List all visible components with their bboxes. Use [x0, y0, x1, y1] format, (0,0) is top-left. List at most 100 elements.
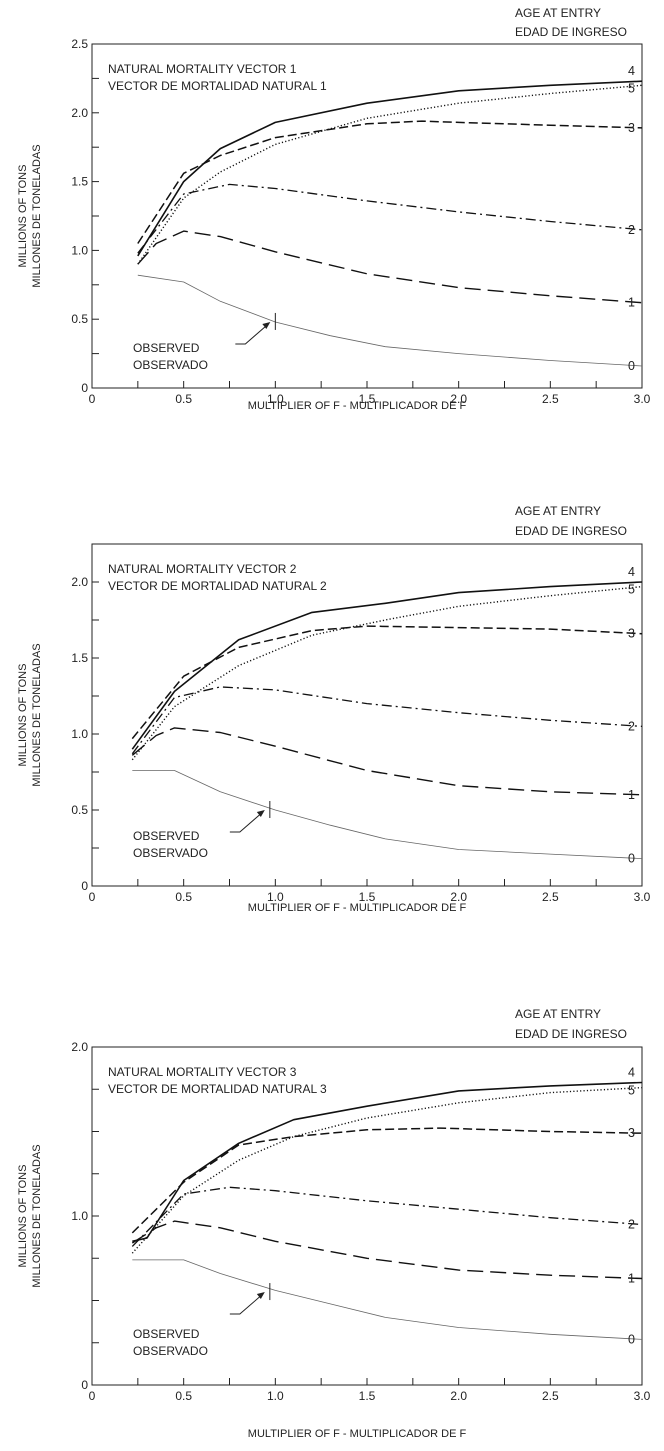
y-axis-title-es: MILLONES DE TONELADAS	[31, 144, 43, 287]
y-axis-title-en: MILLIONS OF TONS	[17, 664, 29, 767]
chart-panel-1: 0 0.5 1.0 1.5 2.0 2.5 0 0.5 1.0 1.5 2.0 2.5 3.0 4 5 3 2 1…	[17, 6, 651, 412]
chart-panel-2: 0 0.5 1.0 1.5 2.0 0 0.5 1.0 1.5 2.0 2.5 3.0 4 5 3 2 1 0 OB…	[17, 504, 651, 914]
observed-arrowhead	[262, 321, 271, 329]
x-tick-label: 1.0	[267, 890, 284, 904]
series-label-age-0: 0	[628, 852, 635, 866]
age-header-es: EDAD DE INGRESO	[515, 524, 627, 538]
series-line-age-0	[137, 274, 643, 367]
y-axis-title: MILLIONS OF TONS MILLONES DE TONELADAS	[17, 144, 43, 287]
series-label-age-4: 4	[628, 565, 635, 579]
x-tick-label: 0	[89, 392, 96, 406]
vector-title-es: VECTOR DE MORTALIDAD NATURAL 3	[108, 1082, 327, 1096]
observed-label-en: OBSERVED	[133, 341, 200, 355]
observed-label-es: OBSERVADO	[133, 358, 208, 372]
x-tick-label: 0	[89, 1389, 96, 1403]
observed-label-es: OBSERVADO	[133, 1344, 208, 1358]
x-tick-label: 0	[89, 890, 96, 904]
x-tick-label: 2.0	[450, 890, 467, 904]
y-axis-title: MILLIONS OF TONS MILLONES DE TONELADAS	[17, 1144, 43, 1287]
series-label-age-2: 2	[628, 223, 635, 237]
series-line-age-4	[137, 80, 643, 257]
series-line-age-1	[131, 1220, 643, 1280]
series-line-age-5	[131, 1086, 643, 1254]
vector-title-es: VECTOR DE MORTALIDAD NATURAL 1	[108, 79, 327, 93]
observed-arrow	[229, 811, 264, 833]
y-tick-label: 1.0	[71, 243, 88, 257]
observed-arrow	[235, 323, 269, 345]
age-header-en: AGE AT ENTRY	[515, 6, 601, 20]
x-tick-label: 0.5	[175, 890, 192, 904]
series-line-age-1	[131, 727, 643, 796]
series-line-age-0	[132, 1259, 643, 1340]
series-line-age-2	[137, 183, 643, 254]
series-line-age-3	[131, 1127, 643, 1234]
age-header-en: AGE AT ENTRY	[515, 1007, 601, 1021]
observed-arrow	[229, 1293, 264, 1315]
vector-title-en: NATURAL MORTALITY VECTOR 3	[108, 1065, 297, 1079]
series-line-age-2	[131, 1186, 643, 1247]
series-line-age-3	[137, 120, 643, 244]
y-axis-title-es: MILLONES DE TONELADAS	[31, 1144, 43, 1287]
observed-arrowhead	[256, 810, 265, 817]
series-label-age-1: 1	[628, 788, 635, 802]
observed-label-en: OBSERVED	[133, 1327, 200, 1341]
x-tick-label: 3.0	[634, 890, 651, 904]
y-tick-label: 1.5	[71, 651, 88, 665]
y-axis-title-en: MILLIONS OF TONS	[17, 1165, 29, 1268]
y-tick-label: 2.0	[71, 1040, 88, 1054]
y-tick-label: 0.5	[71, 312, 88, 326]
vector-title-en: NATURAL MORTALITY VECTOR 1	[108, 62, 297, 76]
series-label-age-5: 5	[628, 1084, 635, 1098]
y-tick-label: 2.0	[71, 106, 88, 120]
x-tick-label: 3.0	[634, 1389, 651, 1403]
vector-title-en: NATURAL MORTALITY VECTOR 2	[108, 562, 297, 576]
series-label-age-5: 5	[628, 583, 635, 597]
y-axis-title-es: MILLONES DE TONELADAS	[31, 643, 43, 786]
series-label-age-2: 2	[628, 1217, 635, 1231]
series-label-age-4: 4	[628, 1065, 635, 1079]
vector-title-es: VECTOR DE MORTALIDAD NATURAL 2	[108, 579, 327, 593]
y-axis-title: MILLIONS OF TONS MILLONES DE TONELADAS	[17, 643, 43, 786]
y-tick-label: 0	[81, 879, 88, 893]
series-label-age-2: 2	[628, 719, 635, 733]
y-tick-label: 0.5	[71, 803, 88, 817]
age-header-es: EDAD DE INGRESO	[515, 25, 627, 39]
series-line-age-5	[131, 585, 643, 761]
series-label-age-1: 1	[628, 1272, 635, 1286]
x-tick-label: 0.5	[175, 1389, 192, 1403]
y-tick-label: 1.5	[71, 175, 88, 189]
series-line-age-4	[132, 1081, 643, 1243]
series-label-age-0: 0	[628, 1332, 635, 1346]
x-axis-title: MULTIPLIER OF F - MULTIPLICADOR DE F	[248, 400, 467, 412]
series-label-age-3: 3	[628, 1126, 635, 1140]
series-label-age-5: 5	[628, 81, 635, 95]
y-tick-label: 0	[81, 1378, 88, 1392]
y-axis-title-en: MILLIONS OF TONS	[17, 165, 29, 268]
x-tick-label: 0.5	[175, 392, 192, 406]
series-label-age-3: 3	[628, 627, 635, 641]
x-tick-label: 1.0	[267, 392, 284, 406]
x-tick-label: 2.0	[450, 1389, 467, 1403]
y-tick-label: 0	[81, 381, 88, 395]
series-label-age-4: 4	[628, 64, 635, 78]
series-line-age-1	[137, 230, 643, 304]
x-axis-title: MULTIPLIER OF F - MULTIPLICADOR DE F	[248, 902, 467, 914]
series-line-age-2	[131, 686, 643, 755]
series-line-age-3	[131, 625, 643, 740]
series-label-age-0: 0	[628, 359, 635, 373]
x-tick-label: 2.5	[542, 1389, 559, 1403]
age-header-es: EDAD DE INGRESO	[515, 1027, 627, 1041]
x-tick-label: 1.0	[267, 1389, 284, 1403]
x-tick-label: 2.5	[542, 890, 559, 904]
age-header-en: AGE AT ENTRY	[515, 504, 601, 518]
observed-label-en: OBSERVED	[133, 829, 200, 843]
chart-panel-3: 0 1.0 2.0 0 0.5 1.0 1.5 2.0 2.5 3.0 4 5 3 2 1 0 OBSERVED…	[17, 1007, 651, 1440]
observed-label-es: OBSERVADO	[133, 846, 208, 860]
series-label-age-1: 1	[628, 296, 635, 310]
plot-frame	[91, 43, 643, 389]
y-tick-label: 1.0	[71, 1209, 88, 1223]
x-axis-title: MULTIPLIER OF F - MULTIPLICADOR DE F	[248, 1428, 467, 1440]
x-tick-label: 1.5	[359, 1389, 376, 1403]
x-tick-label: 2.0	[450, 392, 467, 406]
series-label-age-3: 3	[628, 121, 635, 135]
